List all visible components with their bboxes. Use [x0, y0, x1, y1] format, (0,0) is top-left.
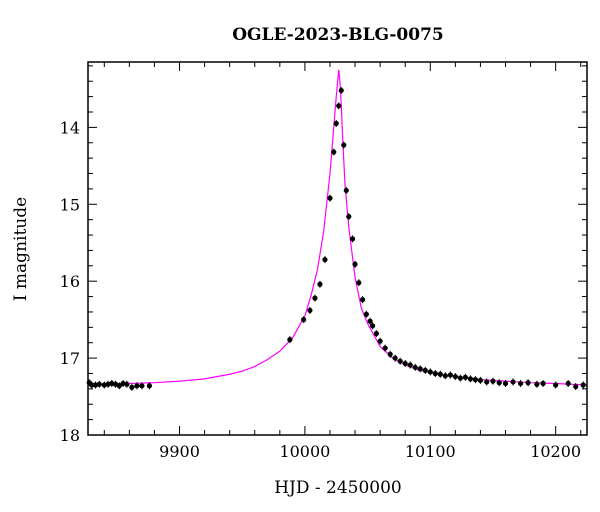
x-tick-label: 10000: [279, 442, 330, 461]
y-axis-label: I magnitude: [11, 197, 31, 301]
data-point: [370, 322, 376, 330]
data-point: [346, 213, 352, 221]
data-point: [116, 382, 122, 390]
data-point: [301, 316, 307, 324]
x-tick-label: 10100: [405, 442, 456, 461]
data-point: [336, 102, 342, 110]
data-point: [367, 317, 373, 325]
data-point: [338, 86, 344, 94]
tick-labels-layer: 9900 10000 10100 10200 14 15 16 17 18: [60, 118, 581, 461]
data-point: [432, 369, 438, 377]
data-point: [412, 363, 418, 371]
data-point: [287, 336, 293, 344]
y-tick-label: 14: [60, 118, 80, 137]
data-point: [129, 383, 135, 391]
chart-title: OGLE-2023-BLG-0075: [232, 25, 444, 45]
data-point: [580, 381, 586, 389]
data-point: [124, 380, 130, 388]
data-point: [565, 379, 571, 387]
data-point: [502, 379, 509, 387]
x-tick-label: 10200: [530, 442, 581, 461]
data-point: [327, 194, 333, 202]
data-point: [573, 383, 579, 391]
data-point: [447, 371, 453, 379]
data-point: [96, 380, 102, 388]
data-point: [462, 373, 468, 381]
data-point: [146, 382, 153, 390]
data-point: [510, 378, 516, 386]
data-point: [349, 235, 356, 243]
data-point: [484, 378, 490, 386]
model-curve: [87, 69, 588, 386]
data-point: [472, 376, 479, 384]
data-point: [496, 379, 502, 387]
y-tick-label: 18: [60, 426, 80, 445]
data-point: [442, 372, 448, 380]
data-point: [89, 381, 95, 389]
data-point: [359, 296, 366, 304]
y-tick-label: 16: [60, 272, 80, 291]
data-point: [467, 375, 473, 383]
data-point: [553, 381, 559, 389]
axis-ticks-layer: [88, 62, 587, 436]
data-points-layer: [86, 86, 586, 391]
x-tick-label: 9900: [159, 442, 200, 461]
plot-frame: [87, 61, 588, 436]
data-point: [490, 377, 496, 385]
data-point: [417, 365, 423, 373]
data-point: [307, 306, 313, 314]
data-point: [407, 361, 413, 369]
data-point: [333, 120, 339, 128]
data-point: [322, 256, 328, 264]
data-point: [341, 141, 347, 149]
data-point: [517, 379, 524, 387]
data-point: [312, 294, 318, 302]
data-point: [317, 280, 323, 288]
data-point: [352, 260, 358, 268]
data-point: [422, 366, 428, 374]
data-point: [534, 380, 540, 388]
data-point: [382, 344, 388, 352]
data-point: [356, 279, 362, 287]
data-point: [139, 382, 145, 390]
data-point: [525, 379, 531, 387]
data-point: [331, 148, 337, 156]
data-point: [387, 350, 393, 358]
data-point: [343, 186, 349, 194]
y-tick-label: 17: [60, 349, 80, 368]
model-curve-layer: [87, 69, 588, 386]
data-point: [452, 373, 458, 381]
data-point: [477, 376, 484, 384]
data-point: [540, 379, 546, 387]
data-point: [392, 354, 398, 362]
data-point: [437, 370, 443, 378]
data-point: [363, 310, 369, 318]
data-point: [397, 357, 403, 365]
data-point: [134, 382, 140, 390]
data-point: [457, 374, 463, 382]
x-axis-label: HJD - 2450000: [274, 478, 402, 498]
data-point: [402, 359, 408, 367]
data-point: [373, 329, 379, 337]
data-point: [377, 337, 383, 345]
y-tick-label: 15: [60, 195, 80, 214]
data-point: [427, 368, 433, 376]
